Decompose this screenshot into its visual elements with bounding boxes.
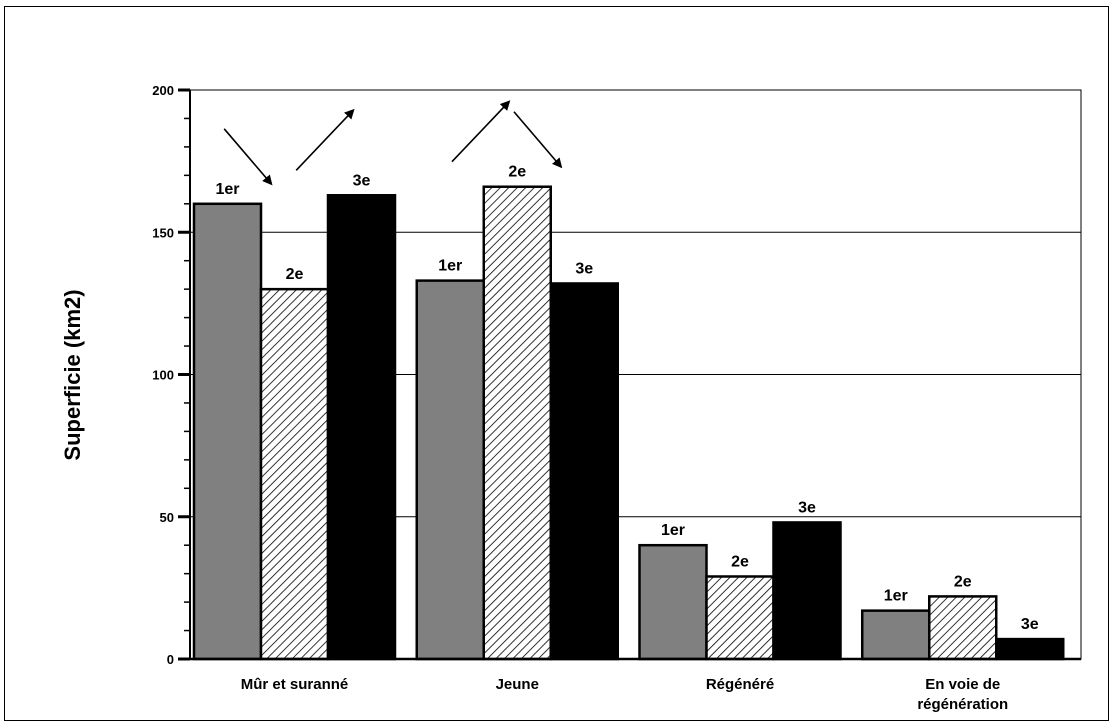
bar-data-label: 3e — [798, 499, 816, 516]
bar-data-label: 2e — [286, 266, 304, 283]
bar-data-label: 2e — [508, 164, 526, 181]
bar-data-label: 1er — [438, 258, 462, 275]
trend-arrow-up — [295, 108, 355, 171]
bars — [192, 185, 1065, 661]
bar-data-label: 1er — [215, 181, 239, 198]
bar-data-label: 3e — [575, 260, 593, 277]
bar-2e — [259, 287, 330, 661]
x-category-label: Régénéré — [706, 676, 774, 693]
x-categories: Mûr et suranné Jeune Régénéré En voie de rég… — [241, 676, 1008, 713]
bar-3e — [772, 521, 842, 661]
x-category-label: En voie de — [925, 676, 1000, 693]
bar-3e — [549, 282, 619, 661]
trend-arrow-down — [513, 111, 563, 169]
bar-data-label: 1er — [661, 522, 685, 539]
bar-labels: 1er 2e 3e 1er 2e 3e 1er 2e 3e 1er 2e 3e — [215, 164, 1038, 633]
y-tick-label: 200 — [152, 83, 174, 98]
bar-data-label: 3e — [353, 172, 371, 189]
bar-3e — [995, 637, 1065, 661]
y-axis-label: Superficie (km2) — [60, 289, 85, 460]
bar-3e — [326, 194, 397, 661]
bar-2e — [928, 595, 998, 661]
y-tick-label: 100 — [152, 368, 174, 383]
y-tick-label: 0 — [167, 652, 174, 667]
bar-data-label: 2e — [954, 573, 972, 590]
bar-1er — [415, 279, 485, 661]
trend-arrows — [223, 100, 563, 186]
x-category-label: Mûr et suranné — [241, 676, 349, 693]
bar-1er — [192, 202, 263, 661]
bar-data-label: 1er — [884, 588, 908, 605]
bar-1er — [638, 543, 708, 661]
bar-2e — [482, 185, 552, 661]
bar-1er — [861, 609, 931, 661]
bar-data-label: 3e — [1021, 616, 1039, 633]
bar-data-label: 2e — [731, 553, 749, 570]
bar-2e — [705, 575, 775, 661]
y-tick-label: 150 — [152, 225, 174, 240]
trend-arrow-up — [451, 100, 511, 163]
y-axis: 0 50 100 150 200 — [152, 83, 1081, 667]
trend-arrow-down — [223, 128, 273, 186]
x-category-label: Jeune — [496, 676, 539, 693]
y-tick-label: 50 — [160, 510, 174, 525]
x-category-label: régénération — [917, 696, 1008, 713]
